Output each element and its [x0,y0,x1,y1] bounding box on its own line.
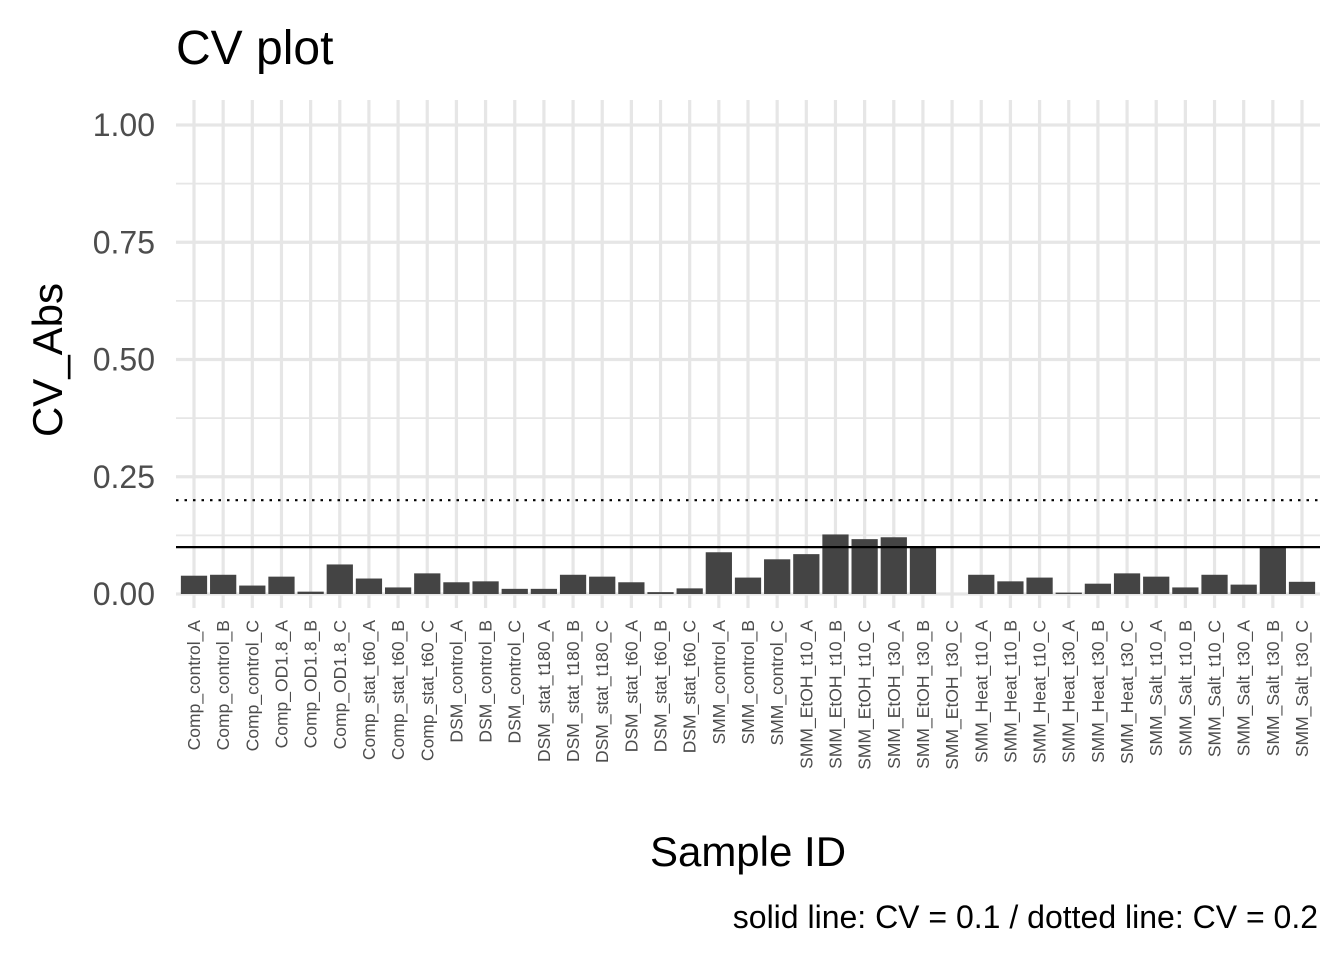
x-tick-label: SMM_control_B [738,620,759,745]
x-tick-label: SMM_control_A [709,620,730,745]
bar-dsm-control-b [472,581,499,594]
x-tick-label: SMM_EtOH_t30_C [942,620,963,770]
bar-dsm-stat-t60-a [618,582,645,594]
x-tick-label: SMM_Salt_t10_A [1146,620,1167,757]
x-tick-label: SMM_Heat_t30_A [1059,620,1080,763]
x-tick-label: SMM_EtOH_t30_B [913,620,934,769]
x-tick-label: Comp_stat_t60_A [359,620,380,760]
x-axis-label: Sample ID [650,828,846,875]
x-tick-label: DSM_control_A [446,620,467,743]
bar-smm-heat-t30-b [1084,583,1112,594]
bar-smm-control-c [764,559,791,594]
x-tick-label: DSM_stat_t180_B [563,620,584,762]
x-tick-label: SMM_Heat_t10_C [1030,620,1051,764]
x-tick-label: SMM_Salt_t30_C [1292,620,1313,757]
bar-smm-heat-t30-a [1055,592,1082,594]
chart-caption: solid line: CV = 0.1 / dotted line: CV =… [733,899,1318,935]
bar-smm-control-a [705,552,732,594]
x-tick-label: Comp_control_A [184,620,205,751]
y-tick-label: 0.25 [93,459,155,495]
x-tick-label: DSM_stat_t60_B [651,620,672,752]
x-tick-label: SMM_EtOH_t30_A [884,620,905,769]
bar-comp-stat-t60-b [384,587,412,594]
bar-smm-heat-t10-a [968,574,995,594]
x-tick-label: DSM_stat_t60_A [621,620,642,753]
bar-smm-heat-t10-b [997,581,1024,594]
bar-smm-etoh-t30-a [880,537,907,594]
bar-smm-salt-t10-b [1172,587,1199,594]
x-tick-label: SMM_control_C [767,620,788,745]
bar-dsm-control-c [501,588,528,594]
y-tick-label: 0.50 [93,342,155,378]
y-tick-label: 0.00 [93,576,155,612]
x-tick-label: DSM_stat_t180_C [592,620,613,763]
x-tick-label: SMM_EtOH_t10_B [825,620,846,769]
bar-dsm-control-a [443,582,470,594]
bar-dsm-stat-t180-a [530,588,558,594]
x-tick-label: SMM_Heat_t30_B [1088,620,1109,763]
x-tick-label: SMM_Salt_t10_B [1175,620,1196,756]
bar-dsm-stat-t180-c [589,576,616,594]
bar-comp-control-c [239,585,266,594]
x-tick-label: Comp_OD1.8_C [330,620,351,749]
bar-smm-control-b [734,577,762,594]
bar-smm-heat-t30-c [1113,573,1141,594]
x-tick-label: SMM_Salt_t30_A [1234,620,1255,757]
reference-lines [176,499,1320,549]
y-tick-label: 1.00 [93,107,155,143]
bar-smm-salt-t30-c [1288,581,1316,594]
bar-smm-salt-t10-c [1201,574,1228,594]
bar-smm-etoh-t30-b [909,546,937,594]
bar-dsm-stat-t180-b [559,574,587,594]
bar-comp-control-a [180,575,208,594]
bar-smm-heat-t10-c [1026,577,1053,594]
bar-comp-control-b [210,574,237,594]
x-tick-label: SMM_EtOH_t10_C [855,620,876,770]
x-tick-label: SMM_Salt_t30_B [1263,620,1284,756]
bar-dsm-stat-t60-c [676,588,703,594]
bar-comp-od1-8-c [326,564,353,594]
y-tick-labels: 0.00 0.25 0.50 0.75 1.00 [93,107,155,612]
bar-smm-etoh-t10-b [822,534,849,594]
bar-comp-od1-8-b [297,591,324,594]
x-tick-labels: Comp_control_A Comp_control_B Comp_control… [184,620,1313,770]
bar-comp-stat-t60-a [355,578,383,594]
x-tick-label: Comp_stat_t60_B [388,620,409,760]
bar-smm-etoh-t10-c [851,539,878,594]
x-tick-label: SMM_Heat_t10_B [1000,620,1021,763]
x-tick-label: DSM_stat_t60_C [680,620,701,753]
x-tick-label: SMM_Heat_t10_A [971,620,992,763]
x-tick-label: DSM_control_C [505,620,526,744]
bar-smm-salt-t30-a [1230,584,1257,594]
grid-lines [176,100,1320,608]
x-tick-label: Comp_OD1.8_A [271,620,292,749]
chart-title: CV plot [176,22,333,75]
bar-smm-salt-t30-b [1259,546,1286,594]
y-tick-label: 0.75 [93,224,155,260]
bar-comp-od1-8-a [268,576,295,594]
x-tick-label: Comp_control_C [242,620,263,751]
x-tick-label: SMM_EtOH_t10_A [796,620,817,769]
x-tick-label: SMM_Salt_t10_C [1205,620,1226,757]
x-tick-label: SMM_Heat_t30_C [1117,620,1138,764]
x-tick-label: Comp_control_B [213,620,234,750]
x-tick-label: DSM_control_B [476,620,497,743]
bar-comp-stat-t60-c [414,573,441,594]
bar-dsm-stat-t60-b [647,592,674,594]
x-tick-label: DSM_stat_t180_A [534,620,555,762]
bar-smm-etoh-t10-a [793,554,820,594]
y-axis-label: CV_Abs [24,283,71,437]
bar-smm-salt-t10-a [1143,576,1170,594]
x-tick-label: Comp_OD1.8_B [301,620,322,748]
x-tick-label: Comp_stat_t60_C [417,620,438,761]
